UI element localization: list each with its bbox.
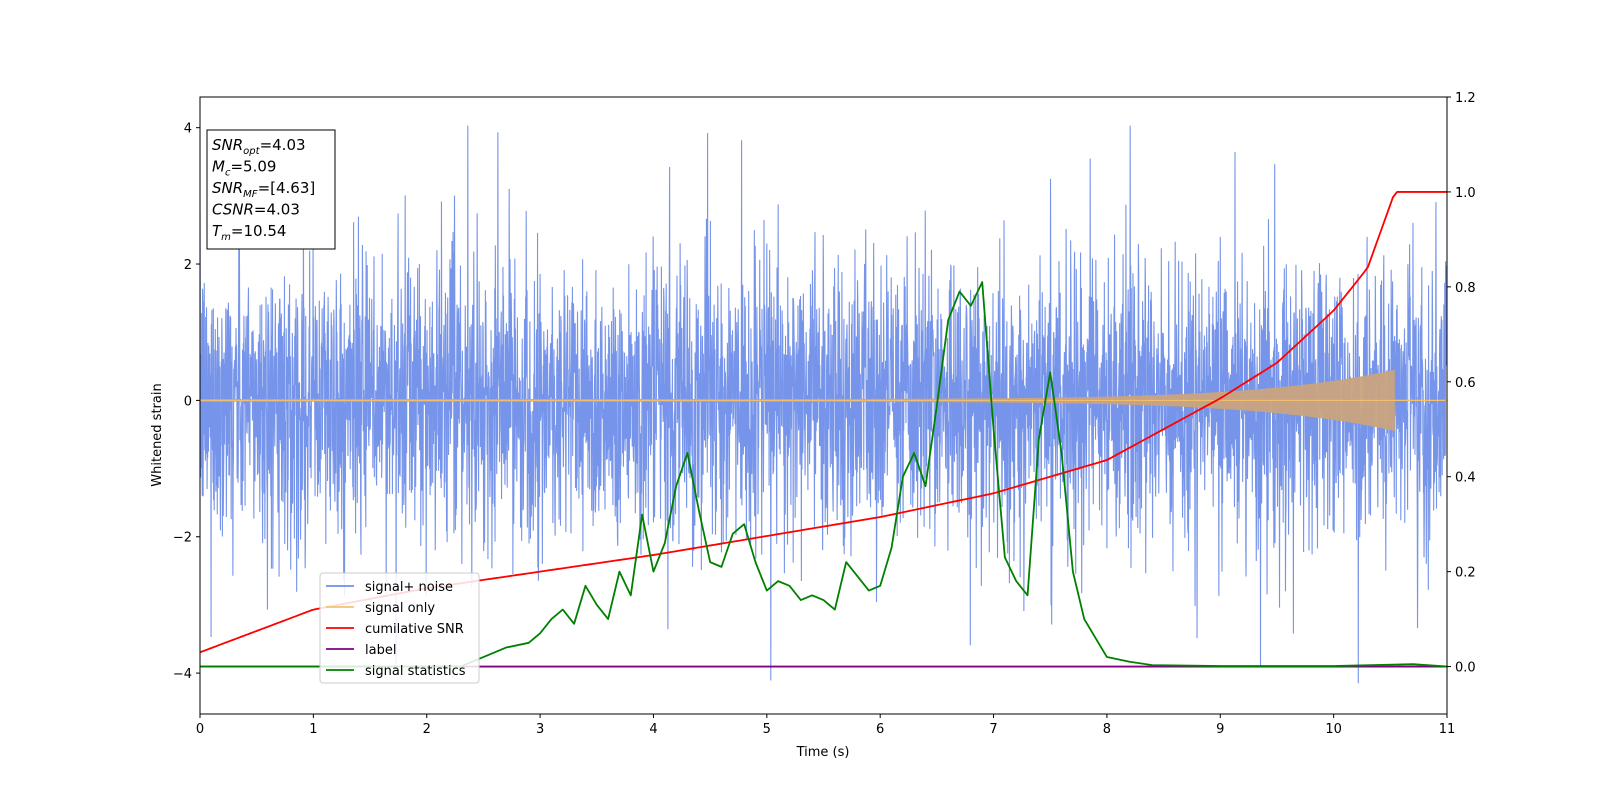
x-tick-label: 11 [1439, 722, 1456, 737]
x-tick-label: 2 [423, 722, 431, 737]
legend-entries: signal+ noise signal only cumilative SNR la… [326, 580, 466, 679]
x-axis-label: Time (s) [796, 745, 850, 760]
y-tick-label: −4 [173, 667, 192, 682]
info-box-frame [206, 129, 336, 250]
y-axis-label: Whitened strain [150, 383, 165, 486]
x-tick-label: 9 [1216, 722, 1224, 737]
y2-tick-label: 0.2 [1455, 566, 1476, 581]
info-line: Mc=5.09 [212, 158, 276, 179]
legend-label: signal statistics [365, 664, 466, 679]
y2-axis-ticks: 0.0 0.2 0.4 0.6 0.8 1.0 1.2 [1447, 91, 1476, 676]
signal-noise-line [200, 125, 1447, 684]
legend-label: signal only [365, 601, 435, 616]
x-tick-label: 7 [989, 722, 997, 737]
x-axis-ticks: 0 1 2 3 4 5 6 7 8 9 10 11 [196, 714, 1455, 737]
y2-tick-label: 0.8 [1455, 281, 1476, 296]
y-tick-label: 0 [184, 394, 192, 409]
signal-noise-series [200, 125, 1447, 684]
info-line: SNRMF=[4.63] [212, 179, 315, 200]
legend-frame [319, 572, 480, 684]
legend-label: cumilative SNR [365, 622, 464, 637]
legend: signal+ noise signal only cumilative SNR la… [319, 572, 480, 684]
legend-label: label [365, 643, 396, 658]
info-line: CSNR=4.03 [212, 201, 300, 219]
x-tick-label: 0 [196, 722, 204, 737]
y2-tick-label: 1.2 [1455, 91, 1476, 106]
plot-frame [199, 96, 1448, 715]
y2-tick-label: 1.0 [1455, 186, 1476, 201]
x-tick-label: 1 [309, 722, 317, 737]
y-axis-ticks: −4 −2 0 2 4 [173, 122, 200, 682]
y2-tick-label: 0.4 [1455, 471, 1476, 486]
signal-statistics-line [200, 281, 1447, 668]
x-tick-label: 10 [1325, 722, 1342, 737]
y2-tick-label: 0.0 [1455, 661, 1476, 676]
x-tick-label: 4 [649, 722, 657, 737]
x-tick-label: 3 [536, 722, 544, 737]
info-line: Tm=10.54 [212, 222, 286, 243]
x-tick-label: 5 [763, 722, 771, 737]
signal-only-series [200, 369, 1447, 432]
y-tick-label: 4 [184, 122, 192, 137]
x-tick-label: 6 [876, 722, 884, 737]
x-tick-label: 8 [1103, 722, 1111, 737]
legend-label: signal+ noise [365, 580, 453, 595]
y-tick-label: 2 [184, 258, 192, 273]
y-tick-label: −2 [173, 531, 192, 546]
info-line: SNRopt=4.03 [212, 136, 306, 157]
y2-tick-label: 0.6 [1455, 376, 1476, 391]
